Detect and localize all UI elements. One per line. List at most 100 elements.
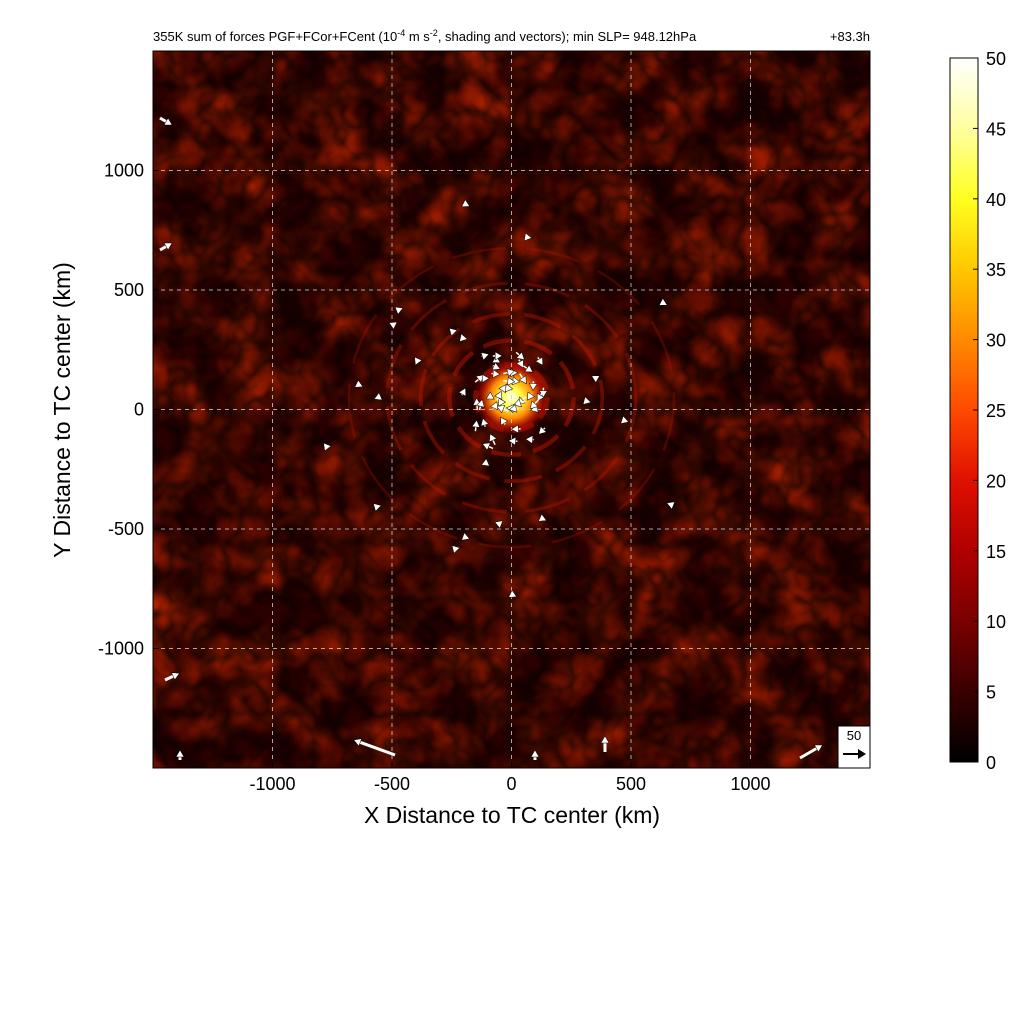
force-vector	[535, 356, 543, 366]
reference-box	[837, 725, 871, 769]
force-vector	[515, 359, 524, 369]
force-vector	[159, 116, 173, 126]
force-vector	[525, 435, 534, 444]
colorbar-tick-label: 40	[986, 190, 1006, 210]
force-vector	[373, 503, 382, 512]
force-vector	[658, 297, 668, 306]
y-tick-label: 1000	[104, 161, 144, 181]
spiral-ring	[385, 281, 638, 514]
force-vector	[523, 232, 533, 242]
title-main: 355K sum of forces PGF+FCor+FCent (10	[153, 29, 397, 44]
title-end: , shading and vectors); min SLP= 948.12h…	[438, 29, 697, 44]
colorbar-tick-label: 45	[986, 119, 1006, 139]
force-vector	[500, 416, 509, 426]
force-vector	[394, 306, 404, 315]
force-vector	[508, 403, 518, 413]
force-vector	[164, 672, 180, 682]
x-axis-label: X Distance to TC center (km)	[364, 802, 660, 828]
force-vector	[491, 362, 501, 371]
force-vector	[527, 391, 536, 401]
force-vector	[354, 379, 364, 388]
force-vector	[529, 399, 540, 410]
force-vector	[353, 738, 396, 757]
x-tick-label: -500	[374, 774, 410, 794]
colorbar-ticks: 0 5 10 15 20 25 30 35 40 45 50	[973, 49, 1006, 773]
title-exp: -4	[397, 28, 405, 38]
force-vector	[491, 369, 501, 379]
force-vector	[510, 424, 521, 434]
reference-arrow-head	[858, 749, 866, 759]
colorbar-tick-label: 25	[986, 401, 1006, 421]
title-mid: m s	[405, 29, 430, 44]
force-vector	[530, 749, 540, 760]
force-vector	[582, 396, 592, 405]
force-vector	[600, 735, 610, 752]
force-vector	[502, 383, 514, 393]
force-vector	[591, 375, 601, 384]
x-axis-ticks: -1000 -500 0 500 1000	[249, 762, 771, 794]
force-vector	[518, 373, 527, 385]
colorbar-tick-label: 30	[986, 331, 1006, 351]
reference-vector-box: 50	[837, 725, 871, 769]
colorbar-tick-label: 20	[986, 471, 1006, 491]
y-tick-label: -500	[108, 519, 144, 539]
spiral-ring	[418, 312, 605, 484]
colorbar-tick-label: 0	[986, 753, 996, 773]
colorbar-tick-label: 10	[986, 612, 1006, 632]
colorbar-tick-label: 5	[986, 683, 996, 703]
colorbar-tick-label: 35	[986, 260, 1006, 280]
force-vector	[159, 242, 173, 252]
y-tick-label: 0	[134, 400, 144, 420]
plot-area	[153, 51, 870, 768]
time-label: +83.3h	[830, 29, 870, 44]
y-tick-label: 500	[114, 280, 144, 300]
force-vector	[481, 374, 490, 383]
force-vector	[494, 520, 504, 529]
y-tick-label: -1000	[98, 639, 144, 659]
force-vector	[480, 352, 490, 361]
y-axis-label: Y Distance to TC center (km)	[49, 262, 75, 558]
colorbar: 0 5 10 15 20 25 30 35 40 45 50	[949, 49, 1006, 773]
title-exp2: -2	[430, 28, 438, 38]
force-vector	[485, 391, 495, 400]
reference-vector-label: 50	[847, 728, 861, 743]
force-vector	[503, 368, 516, 377]
force-vector	[451, 545, 461, 554]
force-vector	[481, 442, 494, 451]
force-vector	[538, 425, 547, 435]
force-vector	[458, 387, 467, 397]
force-vector	[461, 532, 470, 541]
force-vector	[414, 356, 423, 366]
force-vectors	[159, 116, 823, 760]
force-vector	[175, 749, 185, 760]
force-vector	[536, 391, 545, 402]
force-vector	[476, 398, 485, 411]
force-vector	[508, 589, 518, 598]
chart-title: 355K sum of forces PGF+FCor+FCent (10-4 …	[153, 28, 697, 44]
force-vector	[496, 405, 509, 414]
colorbar-tick-label: 50	[986, 49, 1006, 69]
x-tick-label: 0	[506, 774, 516, 794]
force-vector	[480, 417, 490, 427]
force-vector	[471, 419, 481, 432]
force-vector	[459, 333, 468, 342]
force-vector	[799, 744, 823, 760]
force-vector	[489, 401, 499, 411]
force-vector	[528, 381, 538, 391]
force-vector	[448, 327, 458, 337]
force-vector	[503, 376, 516, 386]
force-vector	[489, 433, 498, 445]
force-vector	[481, 458, 490, 467]
x-tick-label: 500	[616, 774, 646, 794]
force-vector	[522, 364, 534, 373]
y-axis-ticks: -1000 -500 0 500 1000	[98, 161, 159, 659]
force-vector	[508, 436, 518, 446]
force-vector	[388, 321, 398, 330]
x-tick-label: -1000	[249, 774, 295, 794]
force-vector	[494, 390, 503, 401]
force-vector	[666, 501, 676, 510]
colorbar-tick-label: 15	[986, 542, 1006, 562]
force-vector	[492, 351, 503, 361]
x-tick-label: 1000	[730, 774, 770, 794]
force-vector	[620, 415, 630, 424]
